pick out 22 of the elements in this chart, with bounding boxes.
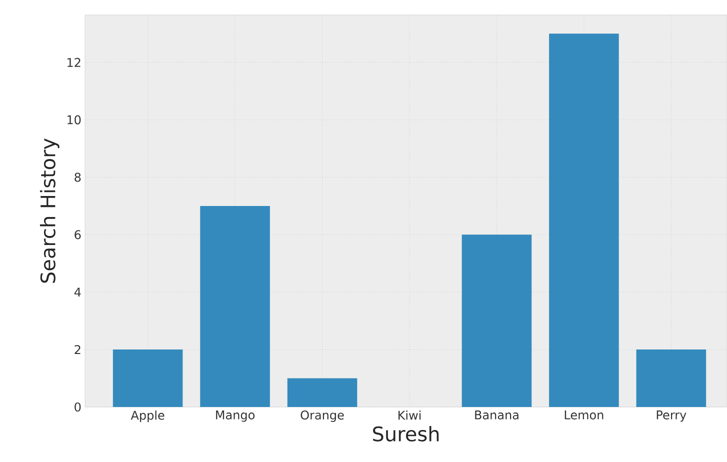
x-tick-label: Mango	[216, 410, 255, 422]
bar	[636, 350, 706, 407]
x-tick-label: Apple	[130, 410, 164, 422]
y-tick-label: 4	[74, 288, 81, 296]
bar	[287, 378, 358, 407]
bar	[549, 34, 619, 407]
x-tick-label: Banana	[475, 410, 518, 420]
bar	[462, 234, 532, 407]
x-tick-label: Orange	[300, 410, 344, 422]
y-axis-title: Search History	[40, 138, 60, 283]
y-tick-label: 6	[74, 230, 81, 240]
x-axis-title: Suresh	[373, 426, 439, 442]
x-tick-label: Kiwi	[398, 410, 421, 420]
y-tick-label: 10	[68, 115, 81, 124]
y-tick-label: 12	[68, 58, 80, 67]
y-tick-label: 8	[74, 172, 81, 182]
bar	[200, 206, 270, 407]
y-tick-label: 0	[74, 402, 81, 412]
y-tick-label: 2	[74, 345, 80, 354]
x-tick-label: Perry	[656, 410, 686, 422]
x-tick-label: Lemon	[564, 410, 604, 420]
bar	[112, 350, 183, 407]
